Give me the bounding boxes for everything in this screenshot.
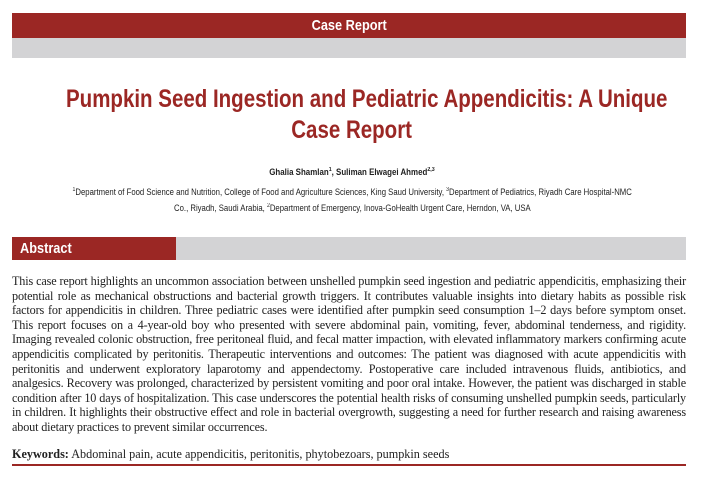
bottom-divider [12, 464, 686, 466]
affil-text: Department of Food Science and Nutrition… [75, 187, 446, 197]
affil-text: Department of Emergency, Inova-GoHealth … [269, 203, 531, 213]
keywords: Keywords: Abdominal pain, acute appendic… [12, 447, 686, 462]
section-label: Case Report [311, 17, 387, 34]
title-line-1: Pumpkin Seed Ingestion and Pediatric App… [66, 85, 668, 113]
affil-sup: 1 [72, 187, 76, 193]
article-title: Pumpkin Seed Ingestion and Pediatric App… [0, 84, 704, 146]
section-header-band: Case Report [12, 13, 686, 38]
abstract-gray-band [12, 237, 686, 260]
abstract-text: This case report highlights an uncommon … [12, 274, 686, 434]
abstract-heading: Abstract [20, 240, 72, 257]
affil-sup: 3 [445, 187, 449, 193]
affil-sup: 2 [266, 203, 270, 209]
title-line-2: Case Report [291, 116, 413, 144]
affil-text: Department of Pediatrics, Riyadh Care Ho… [448, 187, 632, 197]
keywords-list: Abdominal pain, acute appendicitis, peri… [71, 447, 450, 461]
authors: Ghalia Shamlan1, Suliman Elwagei Ahmed2,… [269, 167, 435, 177]
affiliations: 1Department of Food Science and Nutritio… [0, 183, 704, 215]
header-gray-band [12, 38, 686, 58]
affil-text: Co., Riyadh, Saudi Arabia, [173, 203, 267, 213]
author-sup: 2,3 [427, 167, 435, 173]
keywords-label: Keywords: [12, 447, 69, 461]
abstract-heading-band: Abstract [12, 237, 176, 260]
author-name: Suliman Elwagei Ahmed [336, 167, 428, 177]
author-name: Ghalia Shamlan [269, 167, 329, 177]
author-sup: 1 [328, 167, 332, 173]
